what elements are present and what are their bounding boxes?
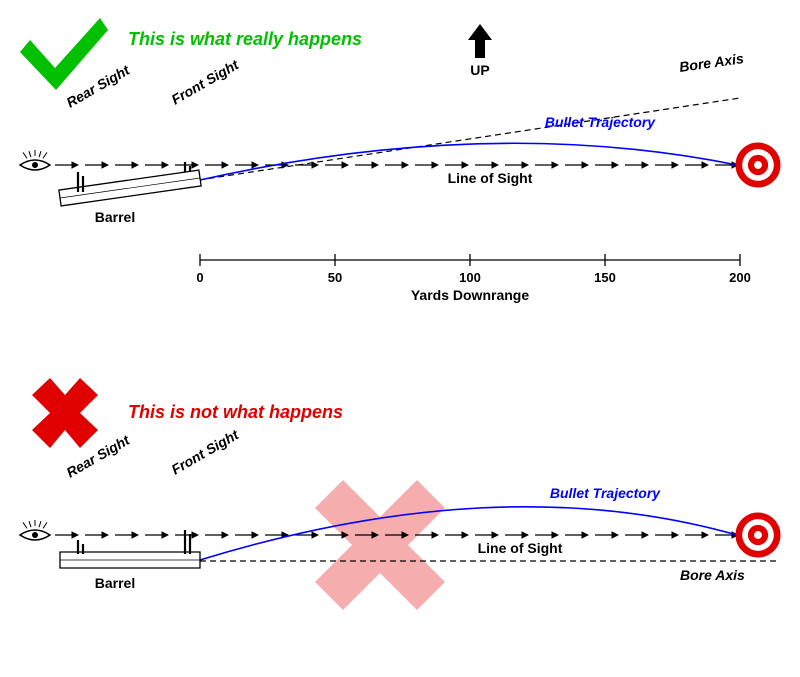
eye-icon-top (20, 150, 50, 170)
barrel-top (59, 170, 201, 206)
title-incorrect: This is not what happens (128, 402, 343, 422)
barrel-label-top: Barrel (95, 209, 135, 225)
front-sight-label-bottom: Front Sight (169, 426, 243, 478)
barrel-bottom (60, 552, 200, 568)
panel-correct: This is what really happens UP Bore Axis… (20, 18, 780, 303)
axis-title: Yards Downrange (411, 287, 529, 303)
svg-text:UP: UP (470, 62, 489, 78)
up-indicator: UP (468, 24, 492, 78)
eye-icon-bottom (20, 520, 50, 540)
watermark-x-icon (315, 480, 445, 610)
x-mark-icon (32, 378, 98, 448)
target-icon-top (736, 143, 780, 187)
svg-text:200: 200 (729, 270, 751, 285)
bullet-trajectory-bottom (200, 507, 737, 560)
los-label-bottom: Line of Sight (478, 540, 563, 556)
svg-text:150: 150 (594, 270, 616, 285)
svg-text:0: 0 (196, 270, 203, 285)
trajectory-label-bottom: Bullet Trajectory (550, 485, 661, 501)
panel-incorrect: This is not what happens Bore Axis Line … (20, 378, 780, 610)
barrel-label-bottom: Barrel (95, 575, 135, 591)
trajectory-label-top: Bullet Trajectory (545, 114, 656, 130)
bore-axis-label-bottom: Bore Axis (680, 567, 745, 583)
front-sight-top (185, 162, 190, 172)
svg-text:50: 50 (328, 270, 342, 285)
diagram-canvas: This is what really happens UP Bore Axis… (0, 0, 800, 677)
svg-text:100: 100 (459, 270, 481, 285)
los-label-top: Line of Sight (448, 170, 533, 186)
range-axis: 0 50 100 150 200 (196, 254, 750, 285)
front-sight-bottom (185, 530, 190, 554)
front-sight-label-top: Front Sight (169, 56, 243, 108)
target-icon-bottom (736, 513, 780, 557)
title-correct: This is what really happens (128, 29, 362, 49)
bore-axis-label-top: Bore Axis (678, 50, 745, 75)
